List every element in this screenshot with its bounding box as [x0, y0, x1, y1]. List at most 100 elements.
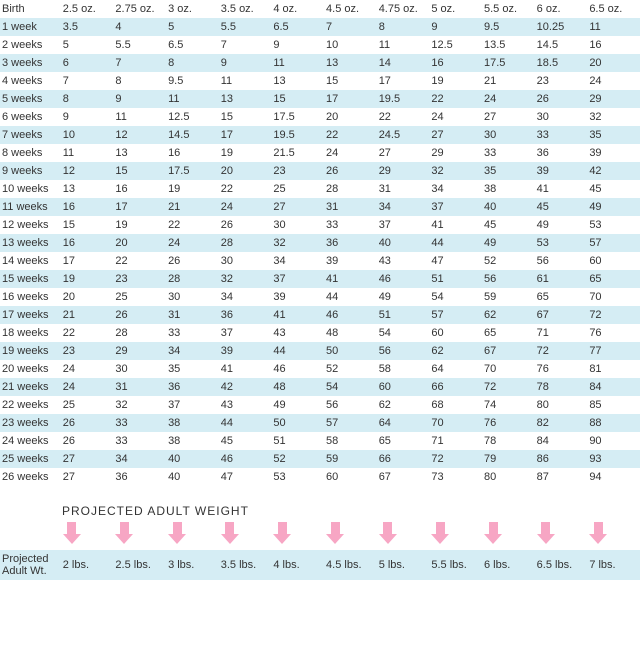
weight-cell: 5 — [166, 18, 219, 36]
weight-cell: 37 — [219, 324, 272, 342]
weight-cell: 33 — [535, 126, 588, 144]
weight-cell: 13 — [219, 90, 272, 108]
weight-cell: 17 — [324, 90, 377, 108]
weight-cell: 11 — [113, 108, 166, 126]
weight-cell: 47 — [219, 468, 272, 486]
weight-cell: 34 — [271, 252, 324, 270]
weight-cell: 48 — [324, 324, 377, 342]
weight-cell: 20 — [61, 288, 114, 306]
weight-cell: 17 — [61, 252, 114, 270]
weight-cell: 81 — [587, 360, 640, 378]
table-row: 2 weeks55.56.579101112.513.514.516 — [0, 36, 640, 54]
weight-cell: 88 — [587, 414, 640, 432]
weight-cell: 12 — [61, 162, 114, 180]
weight-cell: 87 — [535, 468, 588, 486]
age-cell: 3 weeks — [0, 54, 61, 72]
weight-cell: 62 — [482, 306, 535, 324]
arrow-spacer — [0, 522, 61, 550]
age-cell: 24 weeks — [0, 432, 61, 450]
weight-cell: 18.5 — [535, 54, 588, 72]
projected-value: 2 lbs. — [61, 550, 114, 580]
weight-cell: 16 — [61, 198, 114, 216]
weight-cell: 5.5 — [113, 36, 166, 54]
weight-cell: 70 — [482, 360, 535, 378]
age-cell: 14 weeks — [0, 252, 61, 270]
weight-cell: 27 — [61, 468, 114, 486]
weight-cell: 30 — [166, 288, 219, 306]
projected-title: PROJECTED ADULT WEIGHT — [0, 486, 644, 522]
weight-cell: 16 — [429, 54, 482, 72]
table-row: 13 weeks1620242832364044495357 — [0, 234, 640, 252]
weight-cell: 24.5 — [377, 126, 430, 144]
weight-cell: 20 — [219, 162, 272, 180]
weight-cell: 17 — [113, 198, 166, 216]
age-cell: 13 weeks — [0, 234, 61, 252]
weight-cell: 11 — [61, 144, 114, 162]
weight-cell: 24 — [482, 90, 535, 108]
weight-cell: 15 — [219, 108, 272, 126]
weight-cell: 68 — [429, 396, 482, 414]
weight-cell: 44 — [219, 414, 272, 432]
weight-cell: 84 — [535, 432, 588, 450]
age-cell: 25 weeks — [0, 450, 61, 468]
weight-cell: 29 — [377, 162, 430, 180]
weight-cell: 60 — [587, 252, 640, 270]
weight-cell: 11 — [271, 54, 324, 72]
header-weight: 5.5 oz. — [482, 0, 535, 18]
weight-cell: 8 — [61, 90, 114, 108]
age-cell: 15 weeks — [0, 270, 61, 288]
weight-cell: 40 — [482, 198, 535, 216]
weight-cell: 45 — [587, 180, 640, 198]
weight-cell: 28 — [166, 270, 219, 288]
table-row: 6 weeks91112.51517.5202224273032 — [0, 108, 640, 126]
weight-cell: 49 — [377, 288, 430, 306]
table-row: 18 weeks2228333743485460657176 — [0, 324, 640, 342]
weight-cell: 47 — [429, 252, 482, 270]
weight-cell: 51 — [377, 306, 430, 324]
table-row: 7 weeks101214.51719.52224.527303335 — [0, 126, 640, 144]
weight-cell: 34 — [166, 342, 219, 360]
age-cell: 7 weeks — [0, 126, 61, 144]
header-weight: 2.5 oz. — [61, 0, 114, 18]
weight-cell: 34 — [113, 450, 166, 468]
weight-cell: 62 — [377, 396, 430, 414]
down-arrow-icon — [535, 522, 588, 550]
weight-cell: 9 — [219, 54, 272, 72]
weight-cell: 76 — [535, 360, 588, 378]
weight-cell: 8 — [166, 54, 219, 72]
weight-cell: 15 — [113, 162, 166, 180]
projected-value: 5 lbs. — [377, 550, 430, 580]
weight-cell: 67 — [377, 468, 430, 486]
age-cell: 18 weeks — [0, 324, 61, 342]
weight-cell: 12.5 — [429, 36, 482, 54]
projected-value: 3.5 lbs. — [219, 550, 272, 580]
weight-cell: 19 — [166, 180, 219, 198]
weight-cell: 29 — [113, 342, 166, 360]
weight-cell: 7 — [61, 72, 114, 90]
weight-cell: 11 — [377, 36, 430, 54]
weight-cell: 27 — [271, 198, 324, 216]
weight-cell: 78 — [535, 378, 588, 396]
weight-cell: 32 — [429, 162, 482, 180]
weight-cell: 40 — [377, 234, 430, 252]
weight-cell: 41 — [429, 216, 482, 234]
weight-cell: 36 — [535, 144, 588, 162]
weight-cell: 82 — [535, 414, 588, 432]
weight-cell: 15 — [324, 72, 377, 90]
weight-cell: 9 — [113, 90, 166, 108]
down-arrow-icon — [429, 522, 482, 550]
weight-cell: 31 — [113, 378, 166, 396]
weight-cell: 22 — [377, 108, 430, 126]
weight-cell: 67 — [535, 306, 588, 324]
weight-cell: 10.25 — [535, 18, 588, 36]
weight-cell: 24 — [587, 72, 640, 90]
age-cell: 23 weeks — [0, 414, 61, 432]
weight-cell: 80 — [482, 468, 535, 486]
weight-cell: 26 — [166, 252, 219, 270]
weight-cell: 28 — [324, 180, 377, 198]
down-arrow-icon — [166, 522, 219, 550]
weight-cell: 20 — [324, 108, 377, 126]
weight-cell: 14.5 — [166, 126, 219, 144]
weight-cell: 21 — [482, 72, 535, 90]
weight-cell: 72 — [429, 450, 482, 468]
